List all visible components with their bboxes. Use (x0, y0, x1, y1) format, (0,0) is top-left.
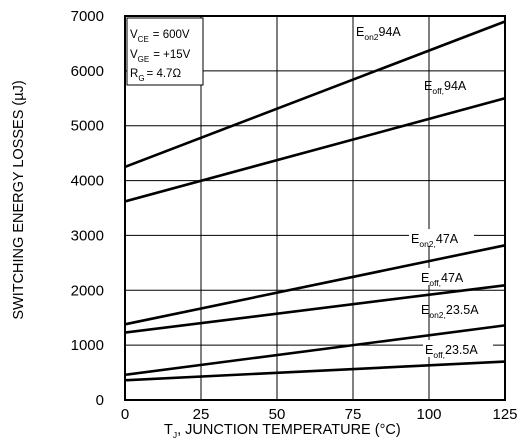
y-axis-title: SWITCHING ENERGY LOSSES (µJ) (11, 80, 27, 319)
series-label-eon2-23a-rest: 23.5A (446, 303, 479, 317)
y-tick-7000: 7000 (71, 8, 104, 25)
series-label-eon2-47a-bg (409, 229, 474, 246)
condition-vge: VGE = +15V (130, 49, 191, 64)
series-label-eoff-94a-rest: 94A (444, 79, 467, 93)
y-tick-0: 0 (96, 392, 104, 409)
y-tick-2000: 2000 (71, 282, 104, 299)
x-axis-title: TJ, JUNCTION TEMPERATURE (°C) (164, 422, 401, 440)
condition-vce-symbol: V (130, 29, 138, 41)
series-label-eoff-47a-sub: off, (429, 278, 441, 288)
condition-vge-value: = +15V (153, 49, 190, 61)
series-label-eoff-23a-rest: 23.5A (445, 343, 478, 357)
series-label-eon2-47a-main: E (411, 232, 419, 246)
x-tick-100: 100 (416, 406, 441, 423)
condition-rg-value: = 4.7Ω (147, 68, 182, 80)
series-label-eoff-47a: Eoff,47A (421, 271, 464, 288)
series-label-eoff-47a-rest: 47A (441, 271, 464, 285)
series-line-1 (124, 97, 506, 203)
condition-vce: VCE = 600V (130, 29, 190, 44)
y-tick-1000: 1000 (71, 337, 104, 354)
condition-vce-value: = 600V (153, 29, 190, 41)
y-tick-labels: 0 1000 2000 3000 4000 5000 6000 7000 (71, 8, 104, 409)
series-label-eoff-47a-bg (419, 268, 475, 285)
x-axis-title-main: T (164, 422, 173, 438)
condition-rg: RG = 4.7Ω (130, 68, 181, 83)
condition-vge-sub: GE (138, 55, 150, 64)
series-line-4 (124, 324, 506, 377)
test-conditions-box: VCE = 600V VGE = +15V RG = 4.7Ω (126, 17, 204, 86)
x-tick-0: 0 (121, 406, 129, 423)
series-label-eon2-94a-sub: on2 (364, 32, 378, 42)
series-line-5 (124, 360, 506, 382)
series-label-eon2-94a: Eon294A (356, 25, 401, 42)
series-label-eoff-94a-main: E (424, 79, 432, 93)
y-tick-6000: 6000 (71, 63, 104, 80)
series-label-eon2-23a: Eon2,23.5A (421, 303, 479, 320)
series-label-eoff-47a-main: E (421, 271, 429, 285)
condition-vce-sub: CE (138, 35, 149, 44)
condition-vge-symbol: V (130, 49, 138, 61)
series-label-eon2-47a-sub: on2, (419, 239, 436, 249)
series-label-eoff-94a: Eoff,94A (424, 79, 467, 96)
series-label-eoff-23a-sub: off, (433, 350, 445, 360)
x-axis-title-sub: J (173, 430, 177, 440)
plot-frame (124, 15, 506, 401)
condition-rg-sub: G (138, 74, 144, 83)
condition-rg-symbol: R (130, 68, 138, 80)
x-tick-50: 50 (269, 406, 286, 423)
series-label-eon2-94a-main: E (356, 25, 364, 39)
series-lines (124, 20, 506, 382)
x-tick-labels: 0 25 50 75 100 125 (121, 406, 518, 423)
series-label-eoff-23a-bg (423, 340, 493, 357)
series-label-eoff-94a-sub: off, (432, 86, 444, 96)
series-line-2 (124, 244, 506, 326)
y-tick-5000: 5000 (71, 118, 104, 135)
series-label-eon2-47a-rest: 47A (436, 232, 459, 246)
x-axis-title-rest: , JUNCTION TEMPERATURE (°C) (177, 422, 401, 438)
series-label-eoff-23a-main: E (425, 343, 433, 357)
y-tick-3000: 3000 (71, 227, 104, 244)
x-tick-75: 75 (345, 406, 362, 423)
series-label-eon2-23a-main: E (421, 303, 429, 317)
series-label-eon2-47a: Eon2,47A (411, 232, 459, 249)
y-tick-4000: 4000 (71, 173, 104, 190)
series-label-eoff-23a: Eoff,23.5A (425, 343, 478, 360)
series-label-eon2-94a-rest: 94A (379, 25, 402, 39)
series-line-0 (124, 20, 506, 169)
series-label-eon2-23a-sub: on2, (429, 310, 446, 320)
x-tick-25: 25 (193, 406, 210, 423)
x-tick-125: 125 (492, 406, 517, 423)
series-line-3 (124, 284, 506, 334)
